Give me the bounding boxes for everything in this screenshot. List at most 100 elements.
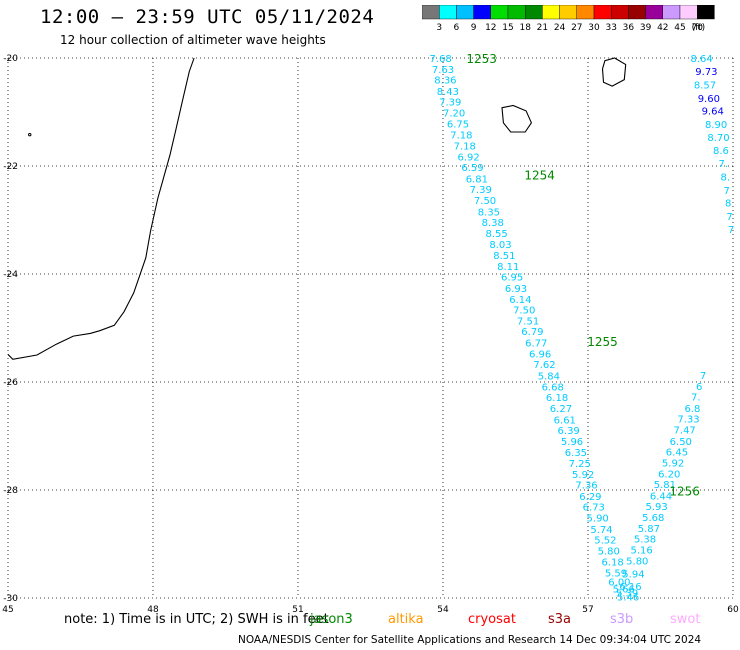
wave-height-value: 6.77 [525, 339, 547, 350]
y-tick-label: -26 [3, 378, 18, 388]
wave-height-value: 6.93 [505, 284, 527, 295]
pass-label: 1253 [466, 52, 497, 66]
legend-swatch [662, 5, 681, 20]
x-tick-label: 45 [2, 605, 13, 615]
x-tick-label: 57 [582, 605, 593, 615]
legend-label: 45 [674, 23, 685, 33]
wave-height-value: 7.51 [517, 316, 539, 327]
wave-height-value: 5.87 [638, 524, 660, 535]
footer-note: note: 1) Time is in UTC; 2) SWH is in fe… [64, 612, 329, 627]
wave-height-value: 5.68 [642, 513, 664, 524]
satellite-legend-s3b: s3b [610, 612, 634, 627]
wave-height-value: 8.36 [434, 76, 456, 87]
wave-height-value: 7.18 [450, 131, 472, 142]
wave-height-value: 6.68 [542, 382, 564, 393]
y-tick-label: -24 [3, 270, 18, 280]
legend-unit: (ft) [692, 23, 706, 33]
legend-swatch [456, 5, 474, 20]
legend-label: 18 [519, 23, 531, 33]
wave-height-value: 5.52 [594, 536, 616, 547]
wave-height-value: 8.6 [713, 146, 729, 157]
wave-height-value: 5.38 [634, 535, 656, 546]
legend-label: 70 [691, 23, 703, 33]
wave-height-value: 6.18 [602, 557, 624, 568]
legend-label: 12 [485, 23, 496, 33]
coastline-mauritius [601, 57, 627, 87]
legend-swatch [507, 5, 526, 20]
legend-swatch [697, 5, 715, 20]
wave-height-value: 7.47 [674, 426, 696, 437]
wave-height-value: 5.59 [605, 569, 627, 580]
wave-height-value: 5.84 [538, 372, 560, 383]
wave-height-value: 6.79 [521, 327, 543, 338]
footer-credit: NOAA/NESDIS Center for Satellite Applica… [238, 634, 702, 646]
wave-height-value: 8.64 [690, 54, 712, 65]
wave-height-value: 5.92 [662, 458, 684, 469]
wave-height-value: 7.36 [575, 481, 597, 492]
wave-height-value: 9.73 [695, 67, 717, 78]
legend-label: 27 [571, 23, 582, 33]
wave-height-value: 6 [696, 382, 702, 393]
wave-height-value: 7.39 [470, 185, 492, 196]
legend-swatch [679, 5, 698, 20]
legend-label: 42 [657, 23, 668, 33]
wave-height-value: 8.43 [437, 87, 459, 98]
wave-height-value: 5.16 [631, 545, 653, 556]
chart-title: 12:00 – 23:59 UTC 05/11/2024 [40, 6, 375, 28]
satellite-legend-jason3: jason3 [310, 612, 353, 627]
coastline-madagascar [8, 57, 195, 360]
legend-swatch [490, 5, 509, 20]
satellite-legend-altika: altika [388, 612, 424, 627]
color-legend: 3 6 9 12 15 18 21 24 27 30 33 36 39 42 45 70(ft) [422, 5, 715, 33]
wave-height-value: 9.60 [698, 94, 720, 105]
track-labels: 7.687.638.368.437.397.206.757.187.186.92… [429, 54, 734, 602]
chart-subtitle: 12 hour collection of altimeter wave hei… [60, 33, 326, 47]
wave-height-value: 7. [719, 159, 729, 170]
wave-height-value: 7.50 [513, 306, 535, 317]
wave-height-value: 6.39 [558, 426, 580, 437]
wave-height-value: 8.35 [478, 207, 500, 218]
wave-height-value: 6.81 [466, 174, 488, 185]
wave-height-value: 8.03 [489, 240, 511, 251]
wave-height-value: 6.61 [554, 415, 576, 426]
satellite-legend-s3a: s3a [548, 612, 572, 627]
legend-swatch [559, 5, 578, 20]
y-tick-label: -22 [3, 162, 18, 172]
satellite-legend-swot: swot [670, 612, 701, 627]
wave-height-value: 7.62 [533, 360, 555, 371]
wave-height-value: 8 [725, 199, 731, 210]
wave-height-value: 6.92 [457, 152, 479, 163]
wave-height-value: 7 [726, 212, 732, 223]
wave-height-value: 7.50 [474, 196, 496, 207]
wave-height-value: 7 [724, 186, 730, 197]
wave-height-value: 5.92 [572, 470, 594, 481]
wave-height-value: 7.33 [677, 415, 699, 426]
wave-height-value: 6.96 [529, 349, 551, 360]
legend-label: 3 [436, 23, 442, 33]
wave-height-value: 6.16 [619, 582, 641, 593]
wave-height-value: 5.81 [654, 480, 676, 491]
y-tick-label: -30 [3, 594, 18, 604]
wave-height-value: 9.64 [702, 106, 724, 117]
wave-height-value: 6.29 [579, 492, 601, 503]
wave-height-value: 7.39 [439, 98, 461, 109]
x-tick-label: 54 [437, 605, 449, 615]
wave-height-value: 6.45 [666, 448, 688, 459]
wave-height-value: 5.74 [590, 525, 612, 536]
y-tick-label: -20 [3, 54, 18, 64]
wave-height-value: 5.94 [622, 570, 644, 581]
wave-height-value: 8.55 [486, 229, 508, 240]
wave-height-value: 7 [728, 225, 734, 236]
wave-height-value: 7.18 [454, 141, 476, 152]
wave-height-value: 6.73 [583, 503, 605, 514]
legend-label: 30 [588, 23, 600, 33]
legend-swatch [576, 5, 595, 20]
wave-height-value: 6.18 [546, 393, 568, 404]
wave-height-value: 6.44 [650, 491, 672, 502]
legend-swatch [593, 5, 612, 20]
legend-swatch [422, 5, 440, 20]
wave-height-value: 6.00 [608, 577, 630, 588]
pass-label: 1255 [587, 335, 618, 349]
satellite-legend-cryosat: cryosat [468, 612, 516, 627]
